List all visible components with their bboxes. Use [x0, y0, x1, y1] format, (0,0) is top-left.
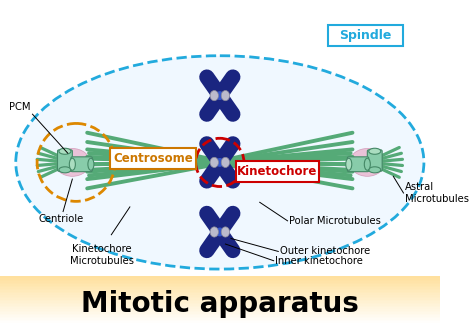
Text: Inner kinetochore: Inner kinetochore — [275, 256, 364, 266]
Bar — [0, 311, 440, 312]
Ellipse shape — [221, 227, 229, 237]
Bar — [0, 298, 440, 300]
Circle shape — [216, 159, 224, 166]
Ellipse shape — [210, 90, 219, 101]
Bar — [0, 304, 440, 306]
Ellipse shape — [369, 148, 381, 154]
Ellipse shape — [221, 90, 229, 101]
Circle shape — [216, 92, 224, 99]
Text: Mitotic apparatus: Mitotic apparatus — [81, 290, 359, 318]
FancyBboxPatch shape — [236, 161, 319, 182]
Text: Centrosome: Centrosome — [113, 152, 193, 165]
Ellipse shape — [59, 167, 71, 173]
Text: Centriole: Centriole — [38, 214, 84, 224]
Bar — [0, 295, 440, 296]
Bar — [0, 301, 440, 303]
Text: Spindle: Spindle — [339, 29, 392, 42]
Bar — [0, 289, 440, 290]
Ellipse shape — [55, 148, 90, 176]
Bar — [0, 278, 440, 280]
Bar — [0, 293, 440, 295]
Bar — [0, 280, 440, 281]
Bar — [0, 317, 440, 318]
FancyBboxPatch shape — [328, 25, 402, 46]
Ellipse shape — [88, 158, 94, 170]
Bar — [0, 320, 440, 321]
Circle shape — [216, 228, 224, 236]
Bar — [0, 321, 440, 323]
Ellipse shape — [69, 158, 75, 170]
Bar — [0, 306, 440, 308]
Ellipse shape — [210, 157, 219, 168]
Bar — [0, 286, 440, 287]
Text: Polar Microtubules: Polar Microtubules — [290, 216, 381, 226]
Ellipse shape — [369, 167, 381, 173]
FancyBboxPatch shape — [71, 157, 92, 172]
Bar — [0, 315, 440, 317]
Bar — [0, 314, 440, 315]
Ellipse shape — [365, 158, 370, 170]
Text: PCM: PCM — [9, 102, 31, 112]
Bar — [0, 309, 440, 311]
Ellipse shape — [16, 56, 424, 269]
Bar — [0, 276, 440, 278]
Bar — [0, 303, 440, 304]
Text: Outer kinetochore: Outer kinetochore — [280, 247, 370, 257]
Bar — [0, 287, 440, 289]
FancyBboxPatch shape — [367, 150, 382, 171]
Text: Astral
Microtubules: Astral Microtubules — [405, 182, 469, 204]
Bar — [0, 296, 440, 298]
Ellipse shape — [346, 158, 352, 170]
FancyBboxPatch shape — [347, 157, 369, 172]
FancyBboxPatch shape — [57, 150, 73, 171]
Ellipse shape — [221, 157, 229, 168]
Bar — [0, 308, 440, 309]
Text: Kinetochore
Microtubules: Kinetochore Microtubules — [70, 244, 134, 266]
Ellipse shape — [350, 148, 385, 176]
Text: Kinetochore: Kinetochore — [237, 165, 318, 178]
Bar — [0, 292, 440, 293]
FancyBboxPatch shape — [110, 148, 196, 169]
Bar — [0, 318, 440, 320]
Bar — [0, 281, 440, 283]
Ellipse shape — [59, 148, 71, 154]
Bar — [0, 284, 440, 286]
Ellipse shape — [210, 227, 219, 237]
Bar — [0, 283, 440, 284]
Bar — [0, 290, 440, 292]
Bar — [0, 300, 440, 301]
Bar — [0, 312, 440, 314]
